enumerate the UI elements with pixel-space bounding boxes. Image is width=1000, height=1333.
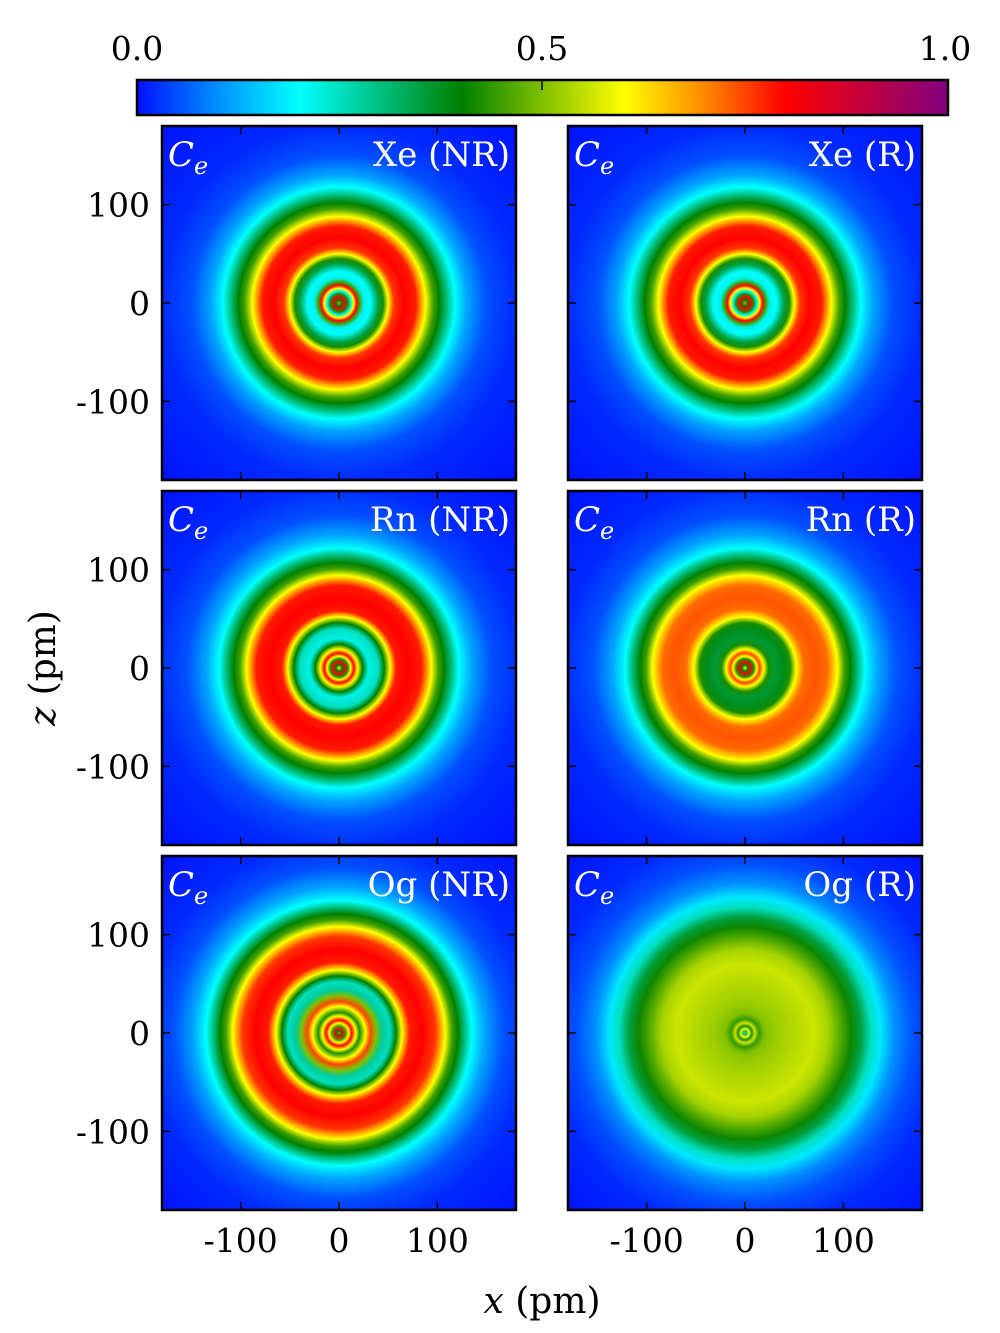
x-tick-label: 100 bbox=[406, 1221, 469, 1260]
panel: Ce Rn (R) bbox=[566, 489, 924, 847]
y-tick-label: 100 bbox=[87, 186, 150, 225]
colorbar-tick-label: 0.5 bbox=[516, 29, 568, 68]
quantity-label: Ce bbox=[168, 865, 208, 910]
panel: Ce Xe (NR) 100 0 -100 bbox=[76, 124, 518, 482]
heatmap-image bbox=[162, 126, 516, 480]
x-axis-label: x (pm) bbox=[483, 1281, 600, 1322]
panel: Ce Og (NR) -100 0 100 100 0 -100 bbox=[76, 854, 518, 1260]
heatmap-image bbox=[568, 491, 922, 845]
colorbar: 0.0 0.5 1.0 bbox=[111, 29, 971, 117]
y-tick-label: 100 bbox=[87, 916, 150, 955]
panel: Ce Xe (R) bbox=[566, 124, 924, 482]
quantity-label: Ce bbox=[574, 135, 614, 180]
panel-title: Og (NR) bbox=[368, 865, 510, 905]
panel-title: Rn (NR) bbox=[370, 500, 510, 540]
panel: Ce Og (R) -100 0 100 bbox=[566, 854, 924, 1260]
y-tick-label: -100 bbox=[76, 747, 150, 786]
heatmap-image bbox=[568, 126, 922, 480]
x-tick-label: 100 bbox=[812, 1221, 875, 1260]
x-tick-label: -100 bbox=[610, 1221, 684, 1260]
x-tick-label: 0 bbox=[329, 1221, 350, 1260]
panel-title: Og (R) bbox=[803, 865, 916, 905]
y-tick-label: -100 bbox=[76, 1112, 150, 1151]
y-tick-label: 0 bbox=[129, 284, 150, 323]
x-tick-label: -100 bbox=[204, 1221, 278, 1260]
heatmap-image bbox=[568, 856, 922, 1210]
quantity-label: Ce bbox=[574, 500, 614, 545]
x-tick-label: 0 bbox=[735, 1221, 756, 1260]
heatmap-image bbox=[162, 491, 516, 845]
panel-title: Rn (R) bbox=[806, 500, 916, 540]
panel-title: Xe (R) bbox=[809, 135, 916, 175]
quantity-label: Ce bbox=[168, 500, 208, 545]
quantity-label: Ce bbox=[168, 135, 208, 180]
colorbar-tick-label: 0.0 bbox=[111, 29, 163, 68]
panel: Ce Rn (NR) 100 0 -100 bbox=[76, 489, 518, 847]
panel-title: Xe (NR) bbox=[373, 135, 510, 175]
quantity-label: Ce bbox=[574, 865, 614, 910]
heatmap-image bbox=[162, 856, 516, 1210]
y-axis-label: z (pm) bbox=[23, 610, 64, 727]
y-tick-label: 100 bbox=[87, 551, 150, 590]
y-tick-label: 0 bbox=[129, 649, 150, 688]
y-tick-label: 0 bbox=[129, 1014, 150, 1053]
y-tick-label: -100 bbox=[76, 382, 150, 421]
colorbar-tick-label: 1.0 bbox=[919, 29, 971, 68]
panels: Ce Xe (NR) 100 0 -100 Ce Xe (R) Ce Rn (NR) 100 0 -1… bbox=[76, 124, 924, 1260]
